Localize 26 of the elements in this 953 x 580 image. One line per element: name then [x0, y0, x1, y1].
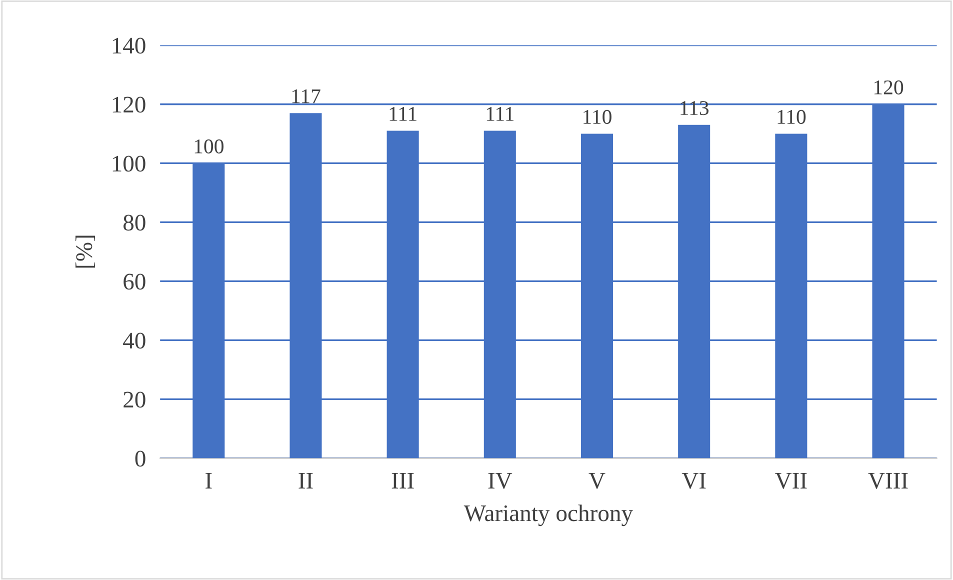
data-label: 117 [292, 89, 320, 104]
data-label: 120 [874, 80, 904, 94]
y-tick-label: 80 [124, 214, 146, 231]
x-tick-label: III [392, 473, 414, 488]
x-axis-title: Warianty ochrony [464, 504, 633, 526]
y-tick-label: 0 [135, 450, 146, 467]
y-tick-label: 40 [123, 332, 146, 349]
data-label: 111 [390, 107, 416, 121]
data-label: 111 [486, 107, 514, 121]
y-tick-label: 120 [112, 96, 146, 113]
y-tick-label: 20 [124, 392, 146, 408]
x-tick-label: VIII [868, 473, 908, 489]
y-axis-title: [%] [75, 236, 96, 268]
data-label: 100 [194, 139, 224, 154]
data-label: 110 [584, 110, 612, 124]
x-tick-label: V [588, 473, 606, 489]
data-label: 113 [680, 101, 708, 116]
data-label: 110 [778, 110, 806, 124]
y-tick-label: 100 [112, 156, 146, 172]
x-tick-label: IV [488, 473, 512, 489]
x-tick-label: II [298, 473, 313, 488]
x-tick-label: I [206, 473, 212, 488]
y-tick-label: 140 [112, 38, 146, 54]
y-tick-label: 60 [124, 274, 146, 290]
x-tick-label: VI [682, 473, 706, 489]
x-tick-label: VII [775, 473, 807, 489]
